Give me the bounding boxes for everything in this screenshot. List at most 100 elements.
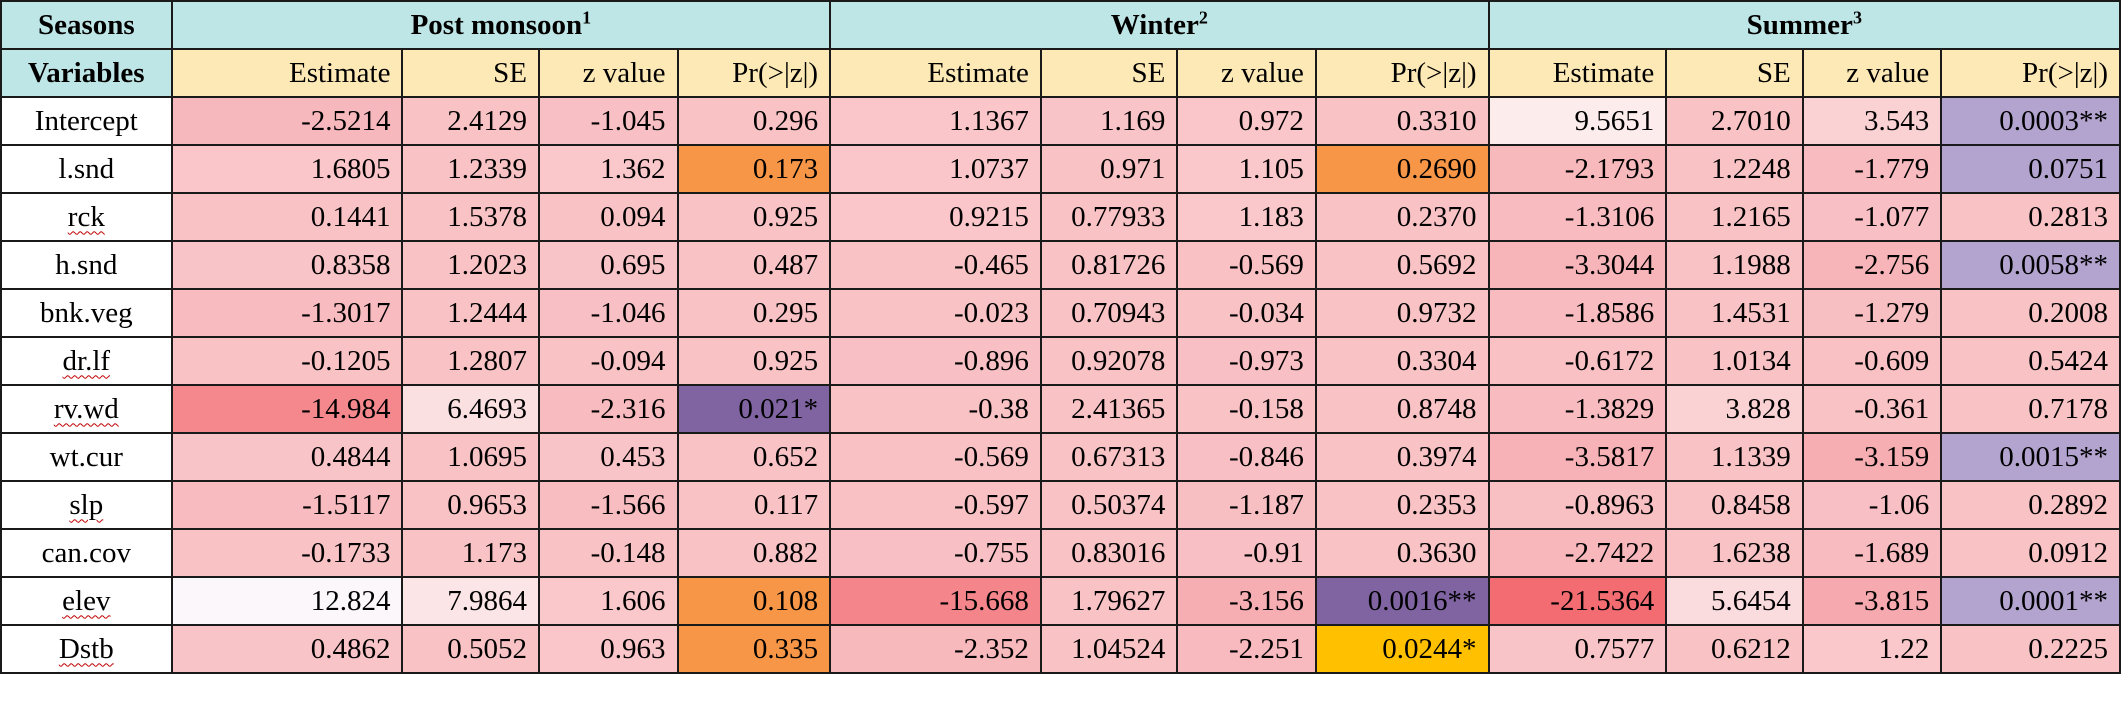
col-z-value: z value xyxy=(1176,48,1317,98)
post-monsoon-p-value-cell: 0.487 xyxy=(676,240,832,290)
post-monsoon-z-value-cell: -1.046 xyxy=(537,288,679,338)
col-p-value: Pr(>|z|) xyxy=(1940,48,2121,98)
summer-se-cell: 1.1988 xyxy=(1665,240,1804,290)
post-monsoon-estimate-cell: -1.5117 xyxy=(170,480,404,530)
variable-name: slp xyxy=(0,480,173,530)
summer-z-value-cell: -1.06 xyxy=(1801,480,1943,530)
post-monsoon-p-value-cell: 0.925 xyxy=(676,192,832,242)
winter-z-value-cell: -3.156 xyxy=(1176,576,1317,626)
column-header-row: Variables Estimate SE z value Pr(>|z|) E… xyxy=(0,48,2121,98)
variable-name: rv.wd xyxy=(0,384,173,434)
post-monsoon-z-value-cell: -0.094 xyxy=(537,336,679,386)
winter-z-value-cell: 1.183 xyxy=(1176,192,1317,242)
summer-p-value-cell: 0.0058** xyxy=(1940,240,2121,290)
variable-label: dr.lf xyxy=(62,344,111,377)
summer-se-cell: 1.6238 xyxy=(1665,528,1804,578)
season-name: Winter xyxy=(1110,8,1199,41)
variable-name: h.snd xyxy=(0,240,173,290)
summer-se-cell: 1.2165 xyxy=(1665,192,1804,242)
winter-p-value-cell: 0.2353 xyxy=(1314,480,1490,530)
summer-p-value-cell: 0.7178 xyxy=(1940,384,2121,434)
variable-label: Intercept xyxy=(34,104,138,137)
post-monsoon-p-value-cell: 0.117 xyxy=(676,480,832,530)
post-monsoon-z-value-cell: 0.963 xyxy=(537,624,679,674)
post-monsoon-estimate-cell: -2.5214 xyxy=(170,96,404,146)
table-body: Intercept -2.5214 2.4129 -1.045 0.296 1.1367 1… xyxy=(0,96,2121,674)
post-monsoon-estimate-cell: 0.1441 xyxy=(170,192,404,242)
table-row: rck 0.1441 1.5378 0.094 0.925 0.9215 0.77933 1.… xyxy=(0,192,2121,242)
winter-z-value-cell: 0.972 xyxy=(1176,96,1317,146)
winter-p-value-cell: 0.0244* xyxy=(1314,624,1490,674)
post-monsoon-estimate-cell: 0.8358 xyxy=(170,240,404,290)
summer-se-cell: 1.4531 xyxy=(1665,288,1804,338)
post-monsoon-p-value-cell: 0.652 xyxy=(676,432,832,482)
col-estimate: Estimate xyxy=(170,48,404,98)
seasons-label: Seasons xyxy=(0,0,173,50)
post-monsoon-estimate-cell: -0.1205 xyxy=(170,336,404,386)
winter-p-value-cell: 0.3310 xyxy=(1314,96,1490,146)
summer-p-value-cell: 0.2813 xyxy=(1940,192,2121,242)
winter-se-cell: 1.169 xyxy=(1039,96,1179,146)
summer-estimate-cell: 9.5651 xyxy=(1487,96,1668,146)
post-monsoon-se-cell: 1.2807 xyxy=(401,336,540,386)
post-monsoon-se-cell: 1.2023 xyxy=(401,240,540,290)
variable-name: rck xyxy=(0,192,173,242)
winter-p-value-cell: 0.9732 xyxy=(1314,288,1490,338)
winter-z-value-cell: -0.846 xyxy=(1176,432,1317,482)
winter-p-value-cell: 0.3630 xyxy=(1314,528,1490,578)
col-estimate: Estimate xyxy=(829,48,1042,98)
summer-p-value-cell: 0.0003** xyxy=(1940,96,2121,146)
post-monsoon-z-value-cell: 0.453 xyxy=(537,432,679,482)
winter-p-value-cell: 0.5692 xyxy=(1314,240,1490,290)
summer-z-value-cell: -0.609 xyxy=(1801,336,1943,386)
post-monsoon-p-value-cell: 0.335 xyxy=(676,624,832,674)
post-monsoon-se-cell: 6.4693 xyxy=(401,384,540,434)
post-monsoon-se-cell: 1.2444 xyxy=(401,288,540,338)
post-monsoon-se-cell: 1.2339 xyxy=(401,144,540,194)
summer-estimate-cell: -2.1793 xyxy=(1487,144,1668,194)
winter-p-value-cell: 0.8748 xyxy=(1314,384,1490,434)
post-monsoon-estimate-cell: -14.984 xyxy=(170,384,404,434)
post-monsoon-p-value-cell: 0.173 xyxy=(676,144,832,194)
post-monsoon-se-cell: 1.173 xyxy=(401,528,540,578)
summer-se-cell: 1.1339 xyxy=(1665,432,1804,482)
variable-label: slp xyxy=(69,488,104,521)
post-monsoon-z-value-cell: -2.316 xyxy=(537,384,679,434)
col-z-value: z value xyxy=(1801,48,1943,98)
post-monsoon-z-value-cell: 0.094 xyxy=(537,192,679,242)
post-monsoon-se-cell: 1.0695 xyxy=(401,432,540,482)
post-monsoon-z-value-cell: 1.362 xyxy=(537,144,679,194)
summer-estimate-cell: -1.3106 xyxy=(1487,192,1668,242)
season-header-winter: Winter2 xyxy=(829,0,1490,50)
table-row: l.snd 1.6805 1.2339 1.362 0.173 1.0737 0.971 1.… xyxy=(0,144,2121,194)
summer-z-value-cell: -1.779 xyxy=(1801,144,1943,194)
regression-table: Seasons Post monsoon1 Winter2 Summer3 Va… xyxy=(0,0,2122,674)
summer-z-value-cell: -1.689 xyxy=(1801,528,1943,578)
post-monsoon-estimate-cell: 12.824 xyxy=(170,576,404,626)
winter-z-value-cell: -0.034 xyxy=(1176,288,1317,338)
table-row: elev 12.824 7.9864 1.606 0.108 -15.668 1.79627… xyxy=(0,576,2121,626)
summer-se-cell: 0.6212 xyxy=(1665,624,1804,674)
winter-z-value-cell: -0.91 xyxy=(1176,528,1317,578)
summer-estimate-cell: -0.6172 xyxy=(1487,336,1668,386)
summer-z-value-cell: -3.159 xyxy=(1801,432,1943,482)
season-header-row: Seasons Post monsoon1 Winter2 Summer3 xyxy=(0,0,2122,50)
variable-label: elev xyxy=(62,584,111,617)
summer-se-cell: 1.0134 xyxy=(1665,336,1804,386)
winter-p-value-cell: 0.2370 xyxy=(1314,192,1490,242)
season-name: Post monsoon xyxy=(410,8,583,41)
col-estimate: Estimate xyxy=(1487,48,1668,98)
winter-p-value-cell: 0.3304 xyxy=(1314,336,1490,386)
variable-name: wt.cur xyxy=(0,432,173,482)
post-monsoon-estimate-cell: 0.4862 xyxy=(170,624,404,674)
summer-p-value-cell: 0.0001** xyxy=(1940,576,2121,626)
winter-z-value-cell: -0.973 xyxy=(1176,336,1317,386)
post-monsoon-p-value-cell: 0.296 xyxy=(676,96,832,146)
post-monsoon-se-cell: 1.5378 xyxy=(401,192,540,242)
winter-estimate-cell: -0.755 xyxy=(829,528,1042,578)
variables-label: Variables xyxy=(0,48,173,98)
variable-label: bnk.veg xyxy=(40,296,133,329)
summer-z-value-cell: -1.077 xyxy=(1801,192,1943,242)
summer-estimate-cell: -1.3829 xyxy=(1487,384,1668,434)
season-footnote: 1 xyxy=(582,6,592,27)
